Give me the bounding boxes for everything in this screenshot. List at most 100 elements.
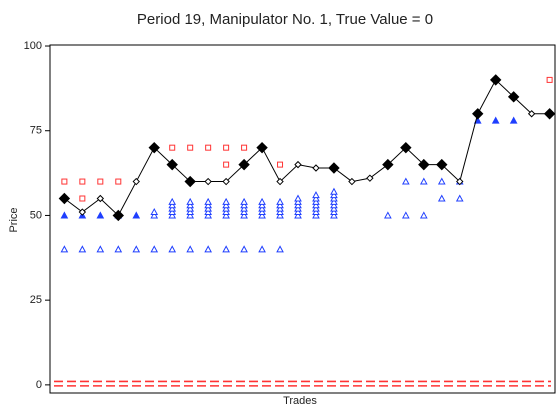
bid-marker xyxy=(78,245,87,253)
ask-marker xyxy=(169,144,176,151)
bid-marker xyxy=(437,194,446,202)
bid-marker xyxy=(330,187,338,195)
trade-marker xyxy=(204,177,212,186)
trade-marker xyxy=(328,162,340,174)
bid-marker xyxy=(204,211,212,219)
bid-marker xyxy=(96,211,105,219)
y-tick-label: 100 xyxy=(24,40,42,52)
bid-marker xyxy=(222,245,230,253)
bid-marker xyxy=(204,197,212,205)
trade-marker xyxy=(348,177,356,186)
bid-marker xyxy=(312,208,320,216)
ask-marker xyxy=(205,144,212,151)
trade-marker xyxy=(382,158,394,171)
bid-marker xyxy=(186,211,195,219)
trade-marker xyxy=(543,108,556,120)
bid-marker xyxy=(240,245,248,253)
bid-marker xyxy=(330,191,338,199)
trade-marker xyxy=(78,208,87,216)
ask-marker xyxy=(223,161,230,168)
bid-marker xyxy=(258,197,266,205)
trade-marker xyxy=(238,158,250,171)
bid-marker xyxy=(276,211,284,219)
bid-marker xyxy=(60,245,69,253)
trade-marker xyxy=(58,192,71,205)
bid-marker xyxy=(222,211,230,219)
bid-marker xyxy=(168,211,177,219)
ask-marker xyxy=(79,178,86,185)
bid-marker xyxy=(132,211,141,219)
bid-marker xyxy=(455,194,464,202)
bid-marker xyxy=(276,204,284,212)
bid-marker xyxy=(150,211,159,219)
bid-marker xyxy=(258,204,266,212)
ask-marker xyxy=(277,161,284,168)
bid-marker xyxy=(240,197,248,205)
bid-marker xyxy=(294,208,302,216)
bid-marker xyxy=(294,197,302,205)
chart-title: Period 19, Manipulator No. 1, True Value… xyxy=(137,11,433,28)
trade-marker xyxy=(456,177,464,186)
bid-marker xyxy=(294,194,302,202)
bid-marker xyxy=(276,201,284,209)
trade-marker xyxy=(166,158,178,171)
ask-marker xyxy=(546,76,553,83)
bid-marker xyxy=(258,245,266,253)
bid-marker xyxy=(186,245,195,253)
bid-marker xyxy=(384,211,392,219)
ask-marker xyxy=(97,178,104,185)
bid-marker xyxy=(240,211,248,219)
bid-marker xyxy=(330,211,338,219)
trade-marker xyxy=(527,110,536,118)
bid-marker xyxy=(168,197,177,205)
trade-marker xyxy=(489,74,502,86)
bid-marker xyxy=(330,194,338,202)
bid-marker xyxy=(168,208,177,216)
bid-marker xyxy=(240,201,248,209)
trade-marker xyxy=(96,194,105,203)
bid-marker xyxy=(401,177,410,185)
ask-marker xyxy=(187,144,194,151)
ask-marker xyxy=(79,195,86,202)
bid-marker xyxy=(294,201,302,209)
x-axis-label: Trades xyxy=(283,395,317,407)
plot-frame xyxy=(49,44,556,394)
trade-marker xyxy=(222,177,230,186)
ask-marker xyxy=(115,178,122,185)
bid-marker xyxy=(276,208,284,216)
trade-marker xyxy=(132,177,140,186)
trade-marker xyxy=(148,141,160,154)
bid-marker xyxy=(312,204,320,212)
trade-marker xyxy=(112,209,124,222)
bid-marker xyxy=(419,211,428,219)
bid-marker xyxy=(186,201,195,209)
bid-marker xyxy=(168,245,177,253)
y-tick-label: 75 xyxy=(30,125,42,137)
bid-marker xyxy=(168,201,177,209)
bid-marker xyxy=(168,204,177,212)
bid-marker xyxy=(330,201,338,209)
trade-marker xyxy=(312,164,320,172)
bid-marker xyxy=(222,197,230,205)
bid-marker xyxy=(150,245,159,253)
trade-marker xyxy=(418,158,430,171)
bid-marker xyxy=(204,245,212,253)
trade-marker xyxy=(184,175,196,188)
bid-marker xyxy=(330,208,338,216)
bid-marker xyxy=(186,208,195,216)
ask-marker xyxy=(223,144,230,151)
trade-marker xyxy=(436,158,448,171)
trade-marker xyxy=(400,141,412,154)
y-axis-label: Price xyxy=(8,207,20,232)
bid-marker xyxy=(258,201,266,209)
trade-marker xyxy=(294,160,302,169)
bid-marker xyxy=(419,177,428,185)
bid-marker xyxy=(222,201,230,209)
bid-marker xyxy=(204,208,212,216)
trade-line xyxy=(64,79,550,217)
bid-marker xyxy=(312,197,320,205)
bid-marker xyxy=(294,211,302,219)
bid-marker xyxy=(222,204,230,212)
